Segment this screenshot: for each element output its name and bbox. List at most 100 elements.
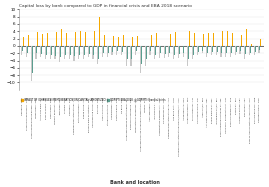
Bar xyxy=(103,46,104,53)
Bar xyxy=(235,46,236,55)
Bar xyxy=(73,46,75,61)
Text: Pohjola Bank plc - FIN: Pohjola Bank plc - FIN xyxy=(193,97,194,120)
Bar xyxy=(37,32,38,46)
Bar xyxy=(47,33,48,46)
Bar xyxy=(55,46,56,56)
Bar xyxy=(83,46,84,59)
Bar xyxy=(99,17,100,46)
Bar xyxy=(174,46,175,55)
Bar xyxy=(236,46,237,53)
Bar xyxy=(45,46,46,59)
Bar xyxy=(56,32,57,46)
Bar xyxy=(250,46,251,53)
Text: OP Financial Group - FIN: OP Financial Group - FIN xyxy=(198,97,199,123)
Bar xyxy=(193,46,194,55)
Bar xyxy=(93,46,94,55)
Bar xyxy=(26,46,27,57)
Bar xyxy=(27,46,28,53)
Bar xyxy=(59,46,60,62)
Bar xyxy=(246,30,247,46)
Bar xyxy=(117,46,118,51)
Bar xyxy=(113,36,114,46)
Text: OTP Bank Nyrt. - HUN: OTP Bank Nyrt. - HUN xyxy=(174,97,175,120)
Text: Norddeutsche Landesbank - DEU: Norddeutsche Landesbank - DEU xyxy=(136,97,137,132)
Bar xyxy=(207,46,208,53)
Bar xyxy=(164,46,165,58)
Bar xyxy=(183,46,184,57)
Text: Capital loss by bank compared to GDP in financial crisis and EBA 2018 scenario: Capital loss by bank compared to GDP in … xyxy=(19,4,192,7)
Bar xyxy=(160,46,161,53)
Bar xyxy=(260,39,261,46)
Bar xyxy=(239,46,241,54)
Bar xyxy=(178,46,179,58)
Bar xyxy=(251,44,252,46)
Bar xyxy=(226,46,227,53)
Bar xyxy=(249,46,250,55)
Text: Landesbank Hessen-Thueringen Girozentrale - DEU: Landesbank Hessen-Thueringen Girozentral… xyxy=(141,97,142,151)
Bar xyxy=(28,35,29,46)
Bar xyxy=(230,46,231,57)
Text: Aareal Bank AG - DEU: Aareal Bank AG - DEU xyxy=(183,97,185,120)
Bar xyxy=(232,33,233,46)
Bar xyxy=(198,46,199,53)
Text: Bawag Group - AUT: Bawag Group - AUT xyxy=(84,97,85,118)
Text: Ageas SA/NV - BEL: Ageas SA/NV - BEL xyxy=(202,97,204,117)
Bar xyxy=(21,46,22,55)
Bar xyxy=(41,46,42,54)
Bar xyxy=(108,46,109,53)
Text: Landesbank Baden-Wuerttemberg - DEU: Landesbank Baden-Wuerttemberg - DEU xyxy=(126,97,128,140)
Bar xyxy=(165,35,166,46)
Text: Goldman Sachs International Group (Europe) S.A. - LUX: Goldman Sachs International Group (Europ… xyxy=(178,97,180,156)
Bar xyxy=(61,30,62,46)
Bar xyxy=(221,46,222,57)
Bar xyxy=(194,33,195,46)
Bar xyxy=(212,46,213,53)
Text: ING Belgium SA/NV - BEL: ING Belgium SA/NV - BEL xyxy=(216,97,218,124)
Bar xyxy=(144,46,146,66)
Bar xyxy=(189,31,190,46)
Text: Nordea Bank - SWE: Nordea Bank - SWE xyxy=(36,97,37,118)
Bar xyxy=(136,46,137,51)
Text: HSBC Holdings - GBR: HSBC Holdings - GBR xyxy=(103,97,104,120)
Bar xyxy=(50,46,51,59)
Bar xyxy=(130,46,132,66)
Bar xyxy=(151,35,152,46)
Text: Jyske Bank - DNK: Jyske Bank - DNK xyxy=(60,97,61,115)
Bar xyxy=(46,46,47,55)
Bar xyxy=(54,46,56,59)
Text: Lloyds Banking Group - GBR: Lloyds Banking Group - GBR xyxy=(93,97,94,127)
Text: Allied Irish Bank - IRE: Allied Irish Bank - IRE xyxy=(41,97,42,120)
Bar xyxy=(156,33,157,46)
Bar xyxy=(78,46,79,59)
Bar xyxy=(244,46,245,59)
Bar xyxy=(211,46,212,55)
Bar xyxy=(97,46,98,64)
Bar xyxy=(170,34,171,46)
Bar xyxy=(75,32,76,46)
Text: Sydbank - DNK: Sydbank - DNK xyxy=(65,97,66,113)
Bar xyxy=(36,46,37,53)
Text: Bayerische Landesbank - DEU: Bayerische Landesbank - DEU xyxy=(131,97,132,129)
Bar xyxy=(104,35,105,46)
Bar xyxy=(183,46,185,53)
Text: La Banque Postale - FRA: La Banque Postale - FRA xyxy=(240,97,242,123)
Text: Skandinaviska Enskilda Banken - SWE: Skandinaviska Enskilda Banken - SWE xyxy=(32,97,33,138)
Bar xyxy=(154,46,155,59)
Bar xyxy=(159,46,160,58)
Bar xyxy=(150,46,151,51)
Text: Erste Group Bank - AUT: Erste Group Bank - AUT xyxy=(79,97,80,122)
Bar xyxy=(80,30,81,46)
Text: Swedbank - SWE: Swedbank - SWE xyxy=(22,97,23,115)
Text: Barclays - GBR: Barclays - GBR xyxy=(98,97,99,113)
Text: DNB Bank Group - NOR: DNB Bank Group - NOR xyxy=(259,97,260,122)
Bar xyxy=(146,46,147,59)
Bar xyxy=(201,46,203,53)
Text: Banco Comercial Portugues SA - PRT: Banco Comercial Portugues SA - PRT xyxy=(221,97,222,136)
Bar xyxy=(111,46,112,55)
Bar xyxy=(60,46,61,57)
Text: Bank and location: Bank and location xyxy=(109,180,160,185)
Bar xyxy=(118,37,119,46)
Bar xyxy=(213,33,214,46)
Text: ABN AMRO Bank - NLD: ABN AMRO Bank - NLD xyxy=(150,97,151,122)
Bar xyxy=(192,46,193,59)
